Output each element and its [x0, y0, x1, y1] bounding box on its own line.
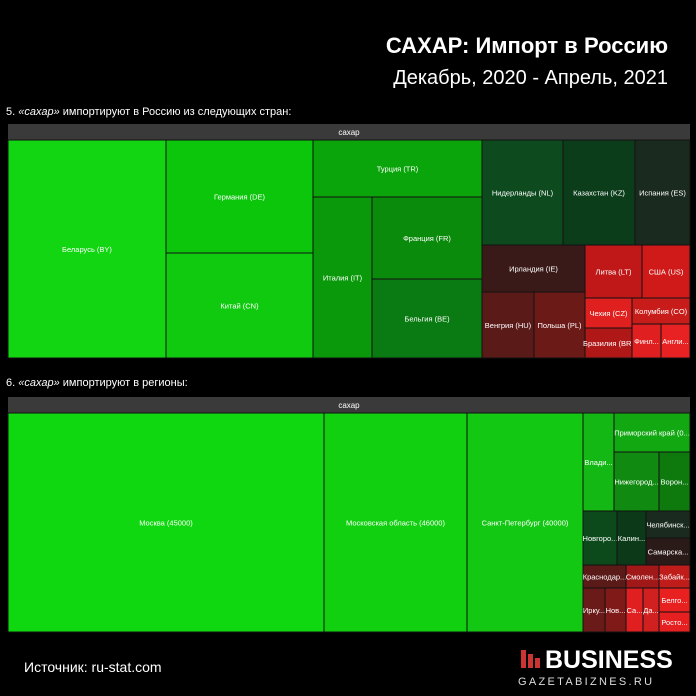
tile: [645, 510, 691, 539]
tile: [658, 587, 691, 613]
tile-label: Да...: [643, 606, 659, 615]
tile-label: Испания (ES): [639, 189, 686, 198]
tile: [371, 278, 483, 359]
tile-label: Китай (CN): [220, 302, 259, 311]
tile: [616, 510, 647, 566]
tile-label: Ирландия (IE): [509, 265, 558, 274]
caption-keyword: «сахар»: [18, 377, 60, 389]
tile-label: Нов...: [606, 606, 626, 615]
tile-label: Чехия (CZ): [589, 309, 628, 318]
tile-label: Нидерланды (NL): [492, 189, 554, 198]
tile-label: Калин...: [618, 534, 646, 543]
tile-label: Приморский край (0...: [614, 429, 690, 438]
group-header: [8, 124, 690, 140]
tile-label: Франция (FR): [403, 234, 451, 243]
tile: [613, 412, 691, 453]
tile: [658, 611, 691, 633]
logo-icon: [521, 650, 540, 668]
tile-label: Бельгия (BE): [404, 315, 450, 324]
tile-label: Финл...: [634, 337, 659, 346]
caption-keyword: «сахар»: [18, 106, 60, 118]
tile: [481, 139, 564, 246]
tile-label: Краснодар...: [583, 573, 627, 582]
logo-site: GAZETABIZNES.RU: [518, 676, 654, 688]
tile-label: Московская область (46000): [346, 519, 445, 528]
caption-text: импортируют в регионы:: [62, 377, 188, 389]
tile: [582, 510, 618, 566]
caption-number: 6.: [6, 377, 16, 389]
tile: [613, 451, 660, 512]
tile-label: Ворон...: [661, 478, 689, 487]
tile: [466, 412, 584, 633]
caption-number: 5.: [6, 106, 16, 118]
tile-label: Италия (IT): [323, 274, 363, 283]
tile-label: Ирку...: [583, 606, 605, 615]
tile-label: Забайк...: [659, 573, 690, 582]
tile: [481, 244, 586, 293]
tile-label: Санкт-Петербург (40000): [482, 519, 569, 528]
tile: [584, 244, 643, 299]
tile-label: Новгоро...: [583, 534, 618, 543]
tile: [584, 327, 633, 359]
source: Источник: ru-stat.com: [24, 659, 162, 675]
tile-label: Влади...: [584, 458, 612, 467]
tile: [371, 196, 483, 280]
tile-label: Казахстан (KZ): [573, 189, 625, 198]
tile-label: Венгрия (HU): [485, 321, 532, 330]
tile-label: Белго...: [661, 596, 687, 605]
tile-label: Германия (DE): [214, 193, 266, 202]
tile: [660, 323, 691, 359]
logo: BUSINESS: [545, 646, 673, 674]
tile-label: Англи...: [662, 337, 689, 346]
tile-label: Литва (LT): [596, 268, 632, 277]
tile: [533, 291, 586, 359]
tile: [631, 297, 691, 325]
subtitle: Декабрь, 2020 - Апрель, 2021: [393, 67, 668, 89]
caption: 6. «сахар» импортируют в регионы:: [6, 377, 188, 389]
title: САХАР: Импорт в Россию: [386, 33, 668, 58]
tile-label: Москва (45000): [139, 519, 193, 528]
group-header: [8, 397, 690, 413]
tile-label: Челябинск...: [646, 521, 689, 530]
tile: [582, 412, 615, 512]
tile-label: Турция (TR): [377, 165, 419, 174]
tile-label: Беларусь (BY): [62, 245, 112, 254]
group-label: сахар: [338, 401, 360, 410]
tile: [323, 412, 468, 633]
tile-label: Самарска...: [648, 548, 689, 557]
tile-label: Нижегород...: [614, 478, 658, 487]
tile: [641, 244, 691, 299]
caption-text: импортируют в Россию из следующих стран:: [62, 106, 292, 118]
tile: [631, 323, 662, 359]
tile: [562, 139, 636, 246]
tile-label: Смолен...: [626, 573, 660, 582]
tile-label: США (US): [649, 268, 684, 277]
tile: [7, 412, 325, 633]
tile-label: Бразилия (BR): [583, 339, 634, 348]
tile-label: Колумбия (CO): [635, 307, 688, 316]
tile-label: Са...: [627, 606, 643, 615]
caption: 5. «сахар» импортируют в Россию из следу…: [6, 106, 291, 118]
tile: [481, 291, 535, 359]
tile-label: Польша (PL): [537, 321, 582, 330]
tile-label: Росто...: [661, 618, 687, 627]
tile: [658, 451, 691, 512]
group-label: сахар: [338, 128, 360, 137]
tile: [312, 196, 373, 359]
